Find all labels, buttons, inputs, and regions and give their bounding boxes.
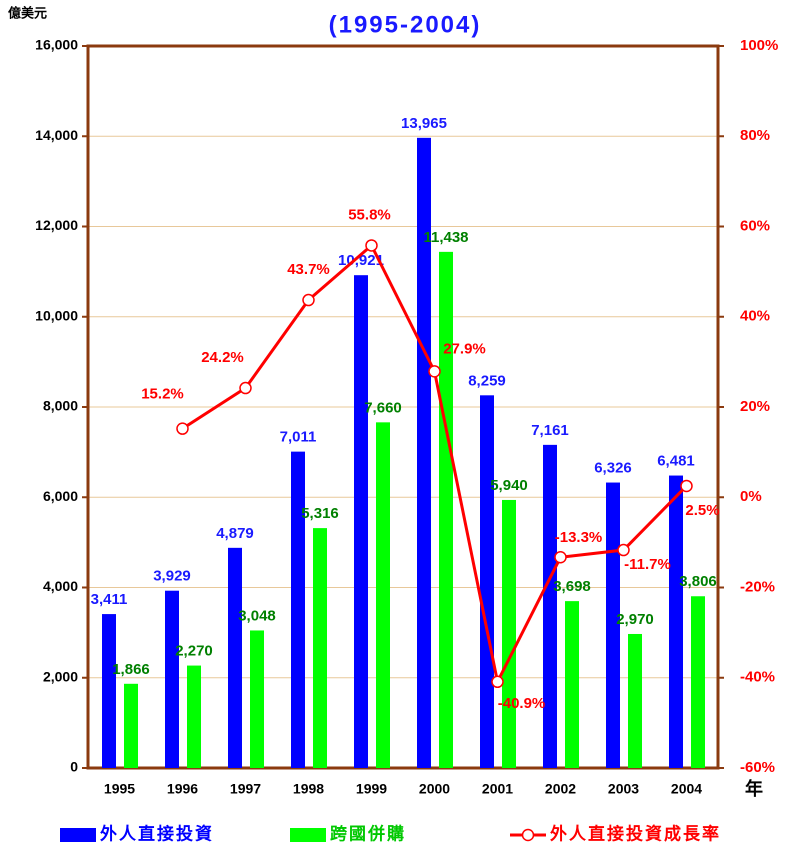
line-marker — [554, 551, 567, 564]
line-value-label: -11.7% — [624, 556, 671, 573]
bar-value-label: 7,660 — [364, 399, 402, 416]
bar — [628, 633, 642, 768]
y-tick-label: 6,000 — [43, 488, 78, 504]
line-value-label: 24.2% — [201, 349, 244, 366]
x-tick-label: 2004 — [671, 781, 702, 797]
bar — [102, 614, 116, 768]
line-marker — [617, 543, 630, 557]
line-marker — [176, 422, 189, 435]
chart-title: (1995-2004) — [329, 11, 482, 38]
x-tick-label: 1996 — [167, 781, 198, 797]
x-tick-label: 1998 — [293, 781, 324, 797]
line-value-label: 43.7% — [287, 261, 330, 278]
legend-swatch — [60, 828, 96, 842]
y-tick-label: 8,000 — [43, 398, 78, 414]
y2-tick-label: 60% — [740, 217, 770, 234]
bar — [691, 596, 705, 768]
bar-value-label: 6,326 — [594, 460, 632, 477]
bar — [187, 665, 201, 768]
y2-tick-label: 100% — [740, 37, 778, 54]
y2-tick-label: -40% — [740, 669, 775, 686]
line-marker — [239, 381, 252, 395]
bar-value-label: 2,970 — [616, 611, 654, 628]
bar — [376, 422, 390, 768]
bar-value-label: 3,411 — [91, 591, 128, 608]
bar-value-label: 2,270 — [175, 643, 213, 660]
legend-marker — [521, 828, 535, 842]
legend-label: 跨國併購 — [330, 823, 406, 843]
x-tick-label: 2001 — [482, 781, 513, 797]
bar-value-label: 4,879 — [216, 525, 254, 542]
bar — [439, 251, 453, 769]
y-tick-label: 4,000 — [43, 578, 78, 594]
line-marker — [428, 365, 441, 378]
bar — [291, 451, 305, 768]
y-tick-label: 14,000 — [35, 127, 78, 143]
line-marker — [365, 239, 378, 252]
plot-border — [86, 44, 720, 770]
x-tick-label: 1997 — [230, 781, 261, 797]
line-value-label: 55.8% — [348, 206, 391, 223]
bar-value-label: 3,806 — [679, 573, 717, 590]
x-tick-label: 1999 — [356, 781, 387, 797]
x-tick-label: 2003 — [608, 781, 639, 797]
bar — [313, 528, 327, 768]
bar-value-label: 3,698 — [553, 578, 591, 595]
bar-value-label: 7,011 — [280, 429, 317, 446]
bar — [565, 601, 579, 768]
bar — [165, 590, 179, 768]
legend-label: 外人直接投資 — [100, 823, 214, 843]
line-marker — [680, 479, 693, 493]
bar-value-label: 5,316 — [301, 505, 339, 522]
bar-value-label: 8,259 — [468, 372, 506, 389]
bar-value-label: 3,929 — [153, 568, 191, 585]
line-marker — [491, 675, 504, 689]
line-value-label: 27.9% — [443, 340, 486, 357]
bar — [669, 475, 683, 768]
bar-value-label: 7,161 — [531, 422, 569, 439]
x-axis-label: 年 — [745, 778, 763, 799]
legend-swatch — [290, 828, 326, 842]
bar — [124, 683, 138, 768]
bar-value-label: 11,438 — [423, 229, 468, 246]
y2-tick-label: 40% — [740, 308, 770, 325]
y2-tick-label: -20% — [740, 578, 775, 595]
bar — [250, 630, 264, 768]
line-marker — [302, 293, 315, 307]
y-tick-label: 10,000 — [35, 307, 78, 323]
x-tick-label: 2002 — [545, 781, 576, 797]
bar — [606, 482, 620, 768]
y-tick-label: 12,000 — [35, 217, 78, 233]
y2-tick-label: 20% — [740, 398, 770, 415]
bar — [417, 137, 431, 769]
bar-value-label: 5,940 — [490, 477, 528, 494]
line-value-label: -40.9% — [498, 695, 546, 712]
y-axis-label: 億美元 — [8, 5, 47, 20]
y2-tick-label: 80% — [740, 127, 770, 144]
y2-tick-label: 0% — [740, 488, 762, 505]
bar — [543, 444, 557, 768]
line-value-label: -13.3% — [555, 529, 603, 546]
bar — [228, 547, 242, 768]
bar — [354, 275, 368, 768]
line-value-label: 15.2% — [141, 386, 184, 403]
bar-value-label: 6,481 — [657, 453, 695, 470]
y2-tick-label: -60% — [740, 759, 775, 776]
legend-label: 外人直接投資成長率 — [550, 823, 721, 843]
x-tick-label: 2000 — [419, 781, 450, 797]
bar-value-label: 1,866 — [112, 661, 150, 678]
line-value-label: 2.5% — [685, 502, 719, 519]
bar-value-label: 3,048 — [238, 607, 276, 624]
bar — [480, 395, 494, 768]
bar-value-label: 13,965 — [401, 115, 447, 132]
bar — [502, 499, 516, 768]
y-tick-label: 0 — [70, 759, 78, 775]
y-tick-label: 16,000 — [35, 37, 78, 53]
y-tick-label: 2,000 — [43, 668, 78, 684]
x-tick-label: 1995 — [104, 781, 135, 797]
